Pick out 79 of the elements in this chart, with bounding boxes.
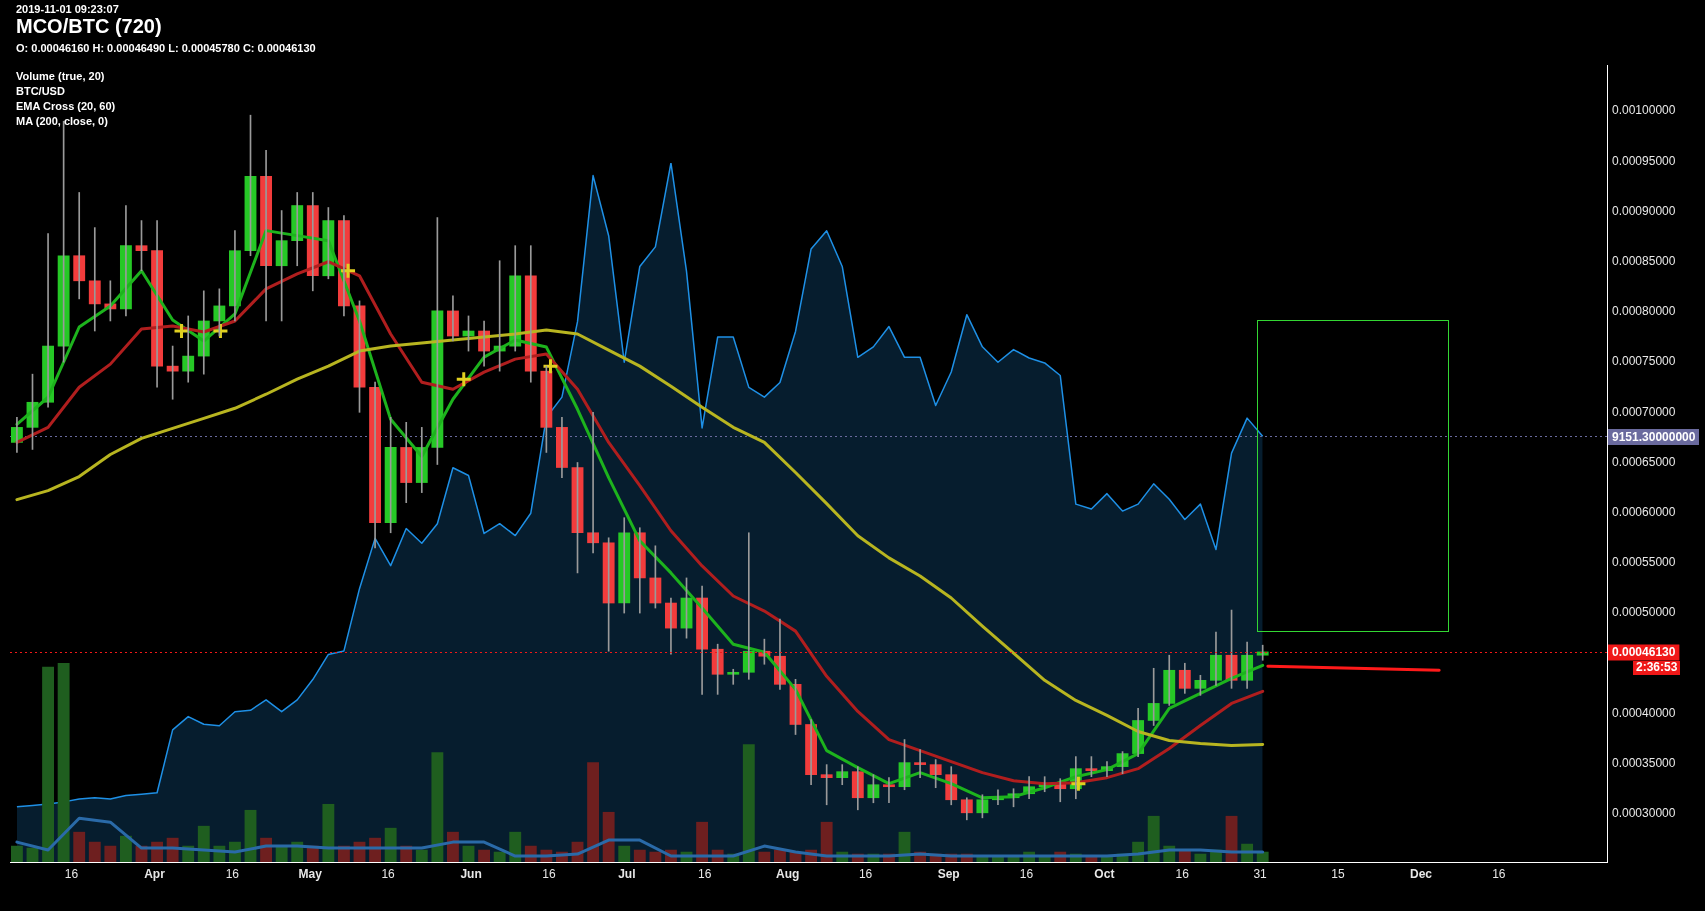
point (541, 357, 559, 375)
bar (384, 827, 397, 862)
bar (742, 744, 755, 862)
y-tick-label: 0.00095000 (1612, 153, 1676, 168)
x-tick-label: 16 (1492, 866, 1506, 881)
bar (322, 803, 335, 862)
x-tick-label: 16 (225, 866, 240, 881)
y-tick-label: 0.00030000 (1612, 806, 1676, 821)
x-tick-label: Oct (1094, 866, 1115, 881)
x-tick-label: 16 (858, 866, 873, 881)
bar (57, 663, 70, 862)
bar (42, 666, 54, 862)
y-tick-label: 0.00075000 (1612, 354, 1676, 369)
point (455, 370, 473, 388)
x-tick-label: Apr (144, 866, 166, 881)
x-tick-label: Jun (460, 866, 482, 881)
x-tick-label: Dec (1409, 866, 1433, 881)
bar (1194, 853, 1207, 862)
candlestick (914, 749, 927, 779)
y-tick-label: 0.00035000 (1612, 755, 1676, 770)
bar (10, 845, 23, 862)
bar (431, 752, 444, 862)
x-tick-label: 31 (1253, 866, 1268, 881)
y-tick-label: 0.00065000 (1612, 454, 1676, 469)
text: 9151.30000000 (1608, 429, 1700, 445)
bar (478, 849, 491, 862)
x-tick-label: Sep (937, 866, 960, 881)
bar (774, 849, 786, 862)
y-tick-label: 0.00070000 (1612, 404, 1676, 419)
x-tick-label: Jul (618, 866, 636, 881)
bar (26, 847, 39, 862)
x-tick-label: 16 (1175, 866, 1190, 881)
bar (602, 811, 615, 862)
x-tick-label: 16 (542, 866, 556, 881)
bar (696, 821, 709, 862)
x-tick-label: 16 (64, 866, 79, 881)
point (1069, 775, 1087, 793)
y-tick-label: 0.00085000 (1612, 254, 1676, 269)
y-tick-label: 0.00040000 (1612, 705, 1676, 720)
candlestick (727, 668, 740, 685)
y-tick-label: 0.00090000 (1612, 203, 1676, 218)
x-tick-label: Aug (776, 866, 800, 881)
point (339, 262, 357, 280)
bar (758, 851, 771, 862)
chart-title: MCO/BTC (720) (16, 15, 162, 38)
bar (618, 845, 631, 862)
bar (1147, 815, 1160, 862)
x-tick-label: 16 (381, 866, 396, 881)
bar (649, 851, 662, 862)
x-tick-label: 16 (698, 866, 712, 881)
text: 2019-11-01 09:23:07 (16, 3, 119, 16)
chart-subtitle: O: 0.00046160 H: 0.00046490 L: 0.00045780 C: 0.00046130 (16, 42, 316, 55)
bar (493, 851, 506, 862)
x-tick-label: 15 (1331, 866, 1345, 881)
bar (587, 762, 600, 862)
x-tick-label: 16 (1019, 866, 1034, 881)
point (211, 322, 229, 340)
annotation: EMA Cross (20, 60) (16, 100, 116, 113)
bar (88, 841, 101, 862)
y-tick-label: 0.00080000 (1612, 304, 1676, 319)
annotation: BTC/USD (16, 85, 65, 98)
bar (633, 849, 646, 862)
bar (820, 821, 833, 862)
text: 2:36:53 (1633, 659, 1681, 675)
annotation: MA (200, close, 0) (16, 115, 108, 128)
y-tick-label: 0.00055000 (1612, 555, 1676, 570)
x-tick-label: May (298, 866, 323, 881)
annotation: Volume (true, 20) (16, 70, 105, 83)
y-tick-label: 0.00100000 (1612, 103, 1676, 118)
y-tick-label: 0.00060000 (1612, 505, 1676, 519)
bar (462, 845, 475, 862)
bar (73, 831, 86, 862)
bar (119, 835, 132, 862)
ref-line-label: 0.00046130 (1612, 645, 1676, 660)
bar (509, 831, 522, 862)
bar (104, 845, 117, 862)
y-tick-label: 0.00050000 (1612, 605, 1676, 620)
bar (197, 825, 210, 862)
bar (415, 849, 428, 862)
